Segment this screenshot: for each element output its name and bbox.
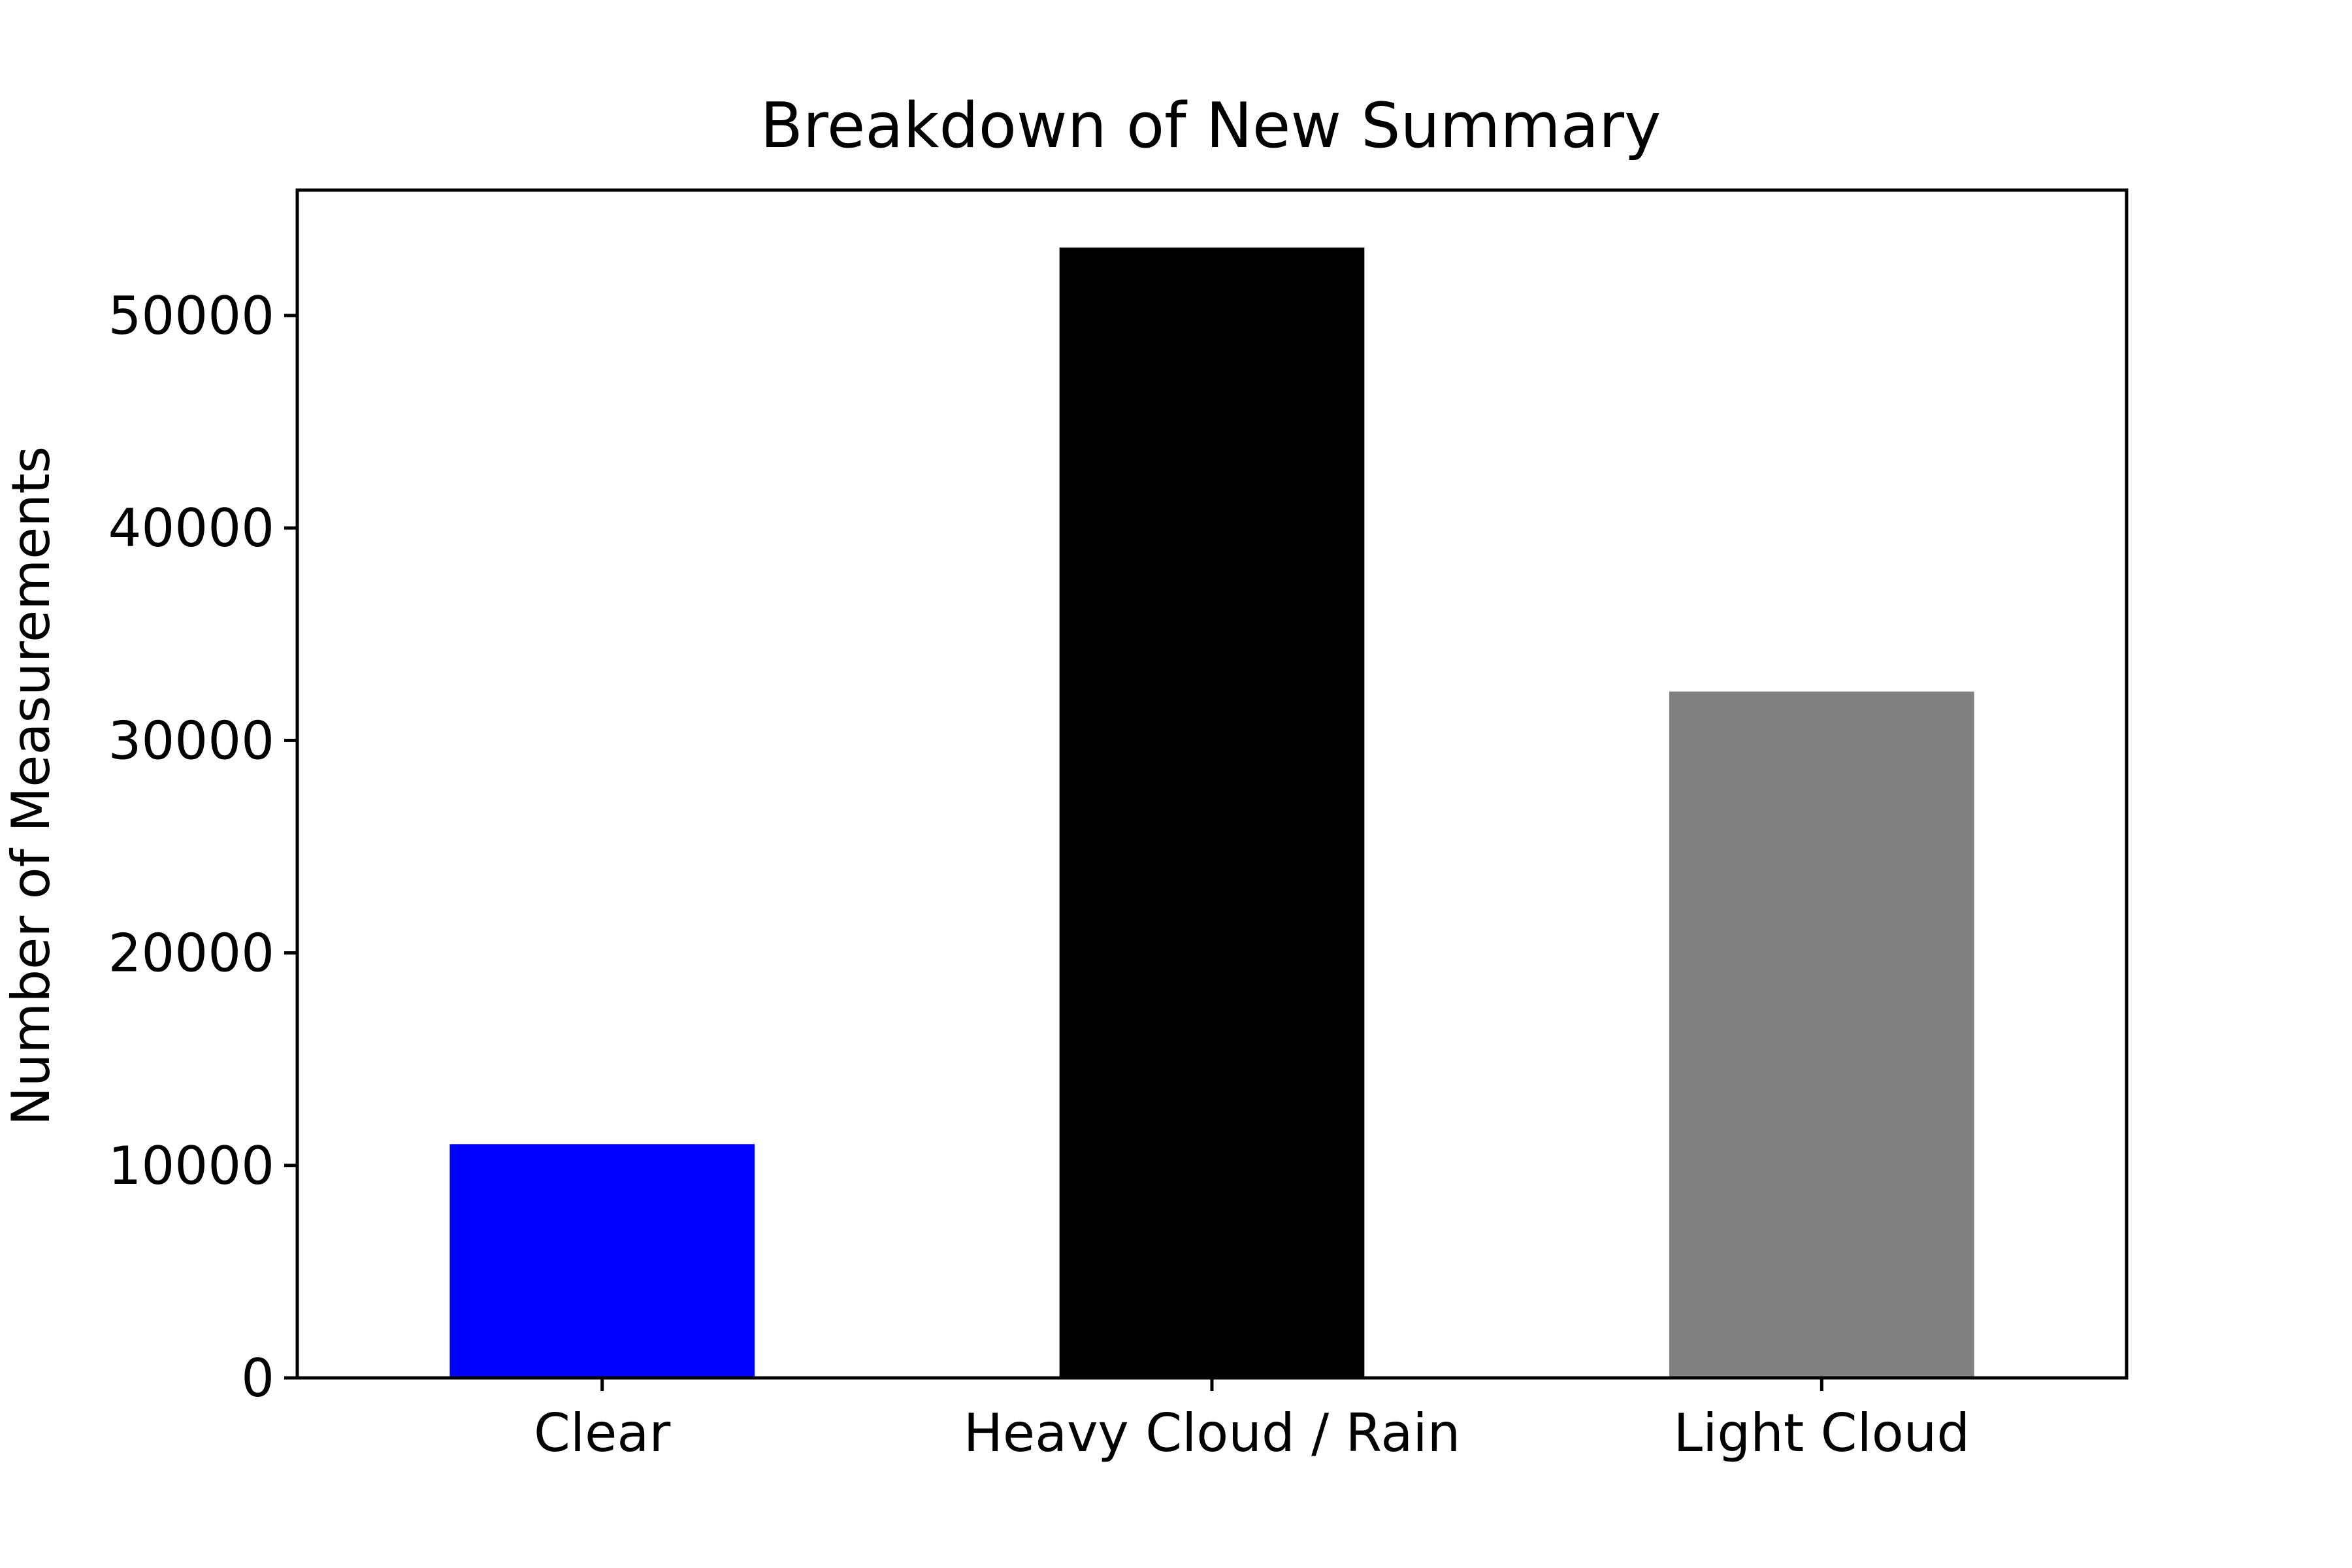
y-tick-label-3: 30000 — [108, 710, 275, 771]
y-tick-label-4: 40000 — [108, 498, 275, 559]
y-tick-label-5: 50000 — [108, 286, 275, 346]
x-tick-label-0: Clear — [534, 1403, 670, 1463]
chart-title: Breakdown of New Summary — [760, 90, 1661, 162]
y-tick-label-1: 10000 — [108, 1135, 275, 1196]
bar-1 — [1059, 247, 1365, 1379]
bars-layer — [449, 247, 1974, 1379]
x-axis-ticks: Clear Heavy Cloud / Rain Light Cloud — [534, 1378, 1970, 1463]
plot-frame — [295, 188, 2129, 1380]
y-tick-label-2: 20000 — [108, 923, 275, 984]
y-axis-label: Number of Measurements — [1, 446, 61, 1126]
bar-2 — [1669, 691, 1974, 1378]
bar-0 — [449, 1144, 755, 1378]
x-tick-label-2: Light Cloud — [1674, 1403, 1970, 1463]
y-tick-label-0: 0 — [241, 1348, 274, 1409]
y-axis-ticks: 0 10000 20000 30000 40000 50000 — [108, 286, 297, 1409]
x-tick-label-1: Heavy Cloud / Rain — [964, 1403, 1461, 1463]
